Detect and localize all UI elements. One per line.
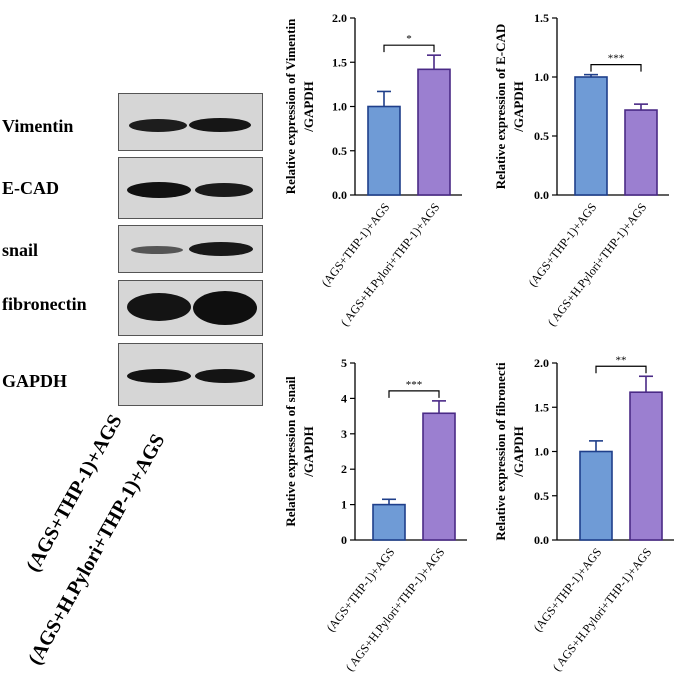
significance-bracket [388, 390, 440, 398]
western-blot: Vimentin E-CAD snail fibronectin GAPDH (… [0, 0, 290, 681]
x-tick-label: ( AGS+H.Pylori+THP-1)+AGS [338, 200, 443, 329]
y-tick-label: 2.0 [332, 11, 347, 25]
significance-label: *** [608, 53, 625, 65]
blot-panel-fibronectin [118, 280, 263, 336]
blot-band [195, 183, 253, 197]
significance-bracket [595, 365, 647, 374]
blot-band [127, 293, 191, 321]
y-axis-label: Relative expression of E-CAD [493, 24, 508, 190]
x-tick-label: ( AGS+H.Pylori+THP-1)+AGS [550, 545, 655, 674]
blot-band [195, 369, 255, 383]
blot-panel-ecad [118, 157, 263, 219]
y-tick-label: 0.5 [332, 144, 347, 158]
blot-label-snail: snail [2, 240, 39, 260]
blot-band [193, 291, 257, 325]
blot-label-ecad: E-CAD [2, 178, 59, 198]
blot-band [127, 182, 191, 198]
y-tick-label: 1.5 [534, 400, 549, 414]
y-tick-label: 0.0 [534, 188, 549, 202]
blot-panel-snail [118, 225, 263, 273]
y-tick-label: 0.5 [534, 489, 549, 503]
y-tick-label: 0.0 [534, 533, 549, 547]
blot-label-fibronectin: fibronectin [2, 294, 87, 314]
y-tick-label: 0.0 [332, 188, 347, 202]
y-tick-label: 1.5 [534, 11, 549, 25]
fibronectin-chart: 0.0 0.5 1.0 1.5 2.0 Relative expression of fi… [493, 354, 674, 674]
significance-label: * [406, 33, 412, 45]
bar [579, 450, 613, 541]
bar [367, 105, 401, 196]
significance-bracket [383, 44, 435, 53]
y-tick-label: 1.0 [332, 100, 347, 114]
y-axis-label: /GAPDH [301, 81, 316, 133]
y-tick-label: 1.0 [534, 445, 549, 459]
y-tick-label: 1 [341, 498, 347, 512]
y-axis-label: Relative expression of snail [283, 376, 298, 527]
y-tick-label: 4 [341, 391, 347, 405]
ecad-chart: 0.0 0.5 1.0 1.5 Relative expression of E-CAD… [493, 11, 669, 329]
blot-lane-label-1: (AGS+THP-1)+AGS [22, 410, 127, 576]
y-tick-label: 3 [341, 427, 347, 441]
x-tick-label: ( AGS+H.Pylori+THP-1)+AGS [545, 200, 650, 329]
snail-chart: 0 1 2 3 4 5 Relative expression of snail/GAPDH… [283, 356, 467, 674]
y-tick-label: 1.5 [332, 55, 347, 69]
vimentin-chart: 0.0 0.5 1.0 1.5 2.0 Relative expression of Vi… [283, 11, 462, 329]
y-tick-label: 0.5 [534, 129, 549, 143]
significance-bracket [590, 64, 642, 72]
bar [629, 391, 663, 541]
blot-band [189, 242, 253, 256]
blot-band [129, 119, 187, 132]
blot-band [131, 246, 183, 254]
y-tick-label: 1.0 [534, 70, 549, 84]
y-axis-label: /GAPDH [511, 426, 526, 478]
y-tick-label: 2.0 [534, 356, 549, 370]
y-tick-label: 0 [341, 533, 347, 547]
blot-panel-vimentin [118, 93, 263, 151]
blot-band [189, 118, 251, 132]
bar [574, 76, 608, 196]
blot-band [127, 369, 191, 383]
bar [372, 503, 406, 541]
blot-panel-gapdh [118, 343, 263, 406]
y-tick-label: 5 [341, 356, 347, 370]
y-axis-label: /GAPDH [301, 426, 316, 478]
significance-label: *** [406, 379, 423, 391]
blot-label-vimentin: Vimentin [2, 116, 74, 136]
y-axis-label: /GAPDH [511, 81, 526, 133]
y-axis-label: Relative expression of Vimentin [283, 18, 298, 194]
bar [422, 412, 456, 541]
bar [624, 109, 658, 196]
bar [417, 68, 451, 196]
blot-label-gapdh: GAPDH [2, 371, 67, 391]
x-tick-label: ( AGS+H.Pylori+THP-1)+AGS [343, 545, 448, 674]
y-tick-label: 2 [341, 462, 347, 476]
significance-label: ** [616, 354, 627, 366]
y-axis-label: Relative expression of fibronecti [493, 362, 508, 541]
